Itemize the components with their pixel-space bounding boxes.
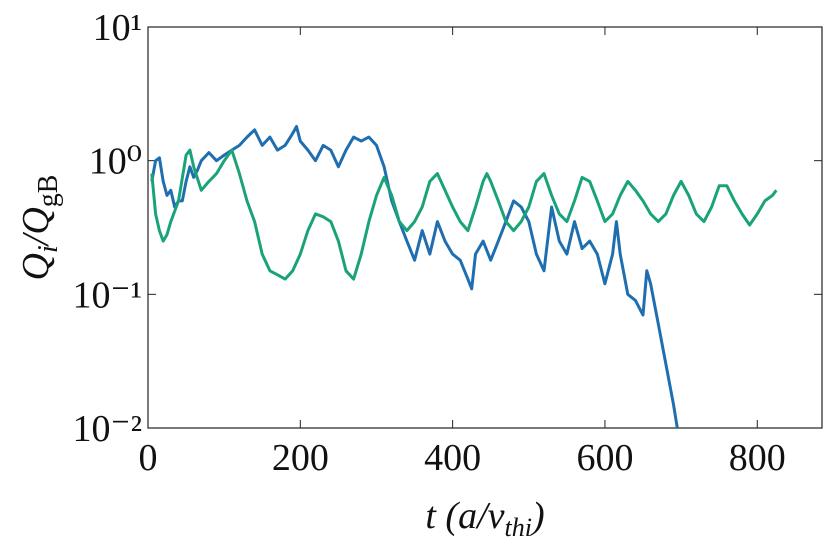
y-label-sub: i bbox=[33, 245, 64, 253]
y-tick-label: 10⁻¹ bbox=[73, 274, 142, 316]
x-label-sub: thi bbox=[505, 513, 532, 540]
y-tick-label: 10⁰ bbox=[89, 141, 142, 183]
x-label-part: t (a/v bbox=[425, 495, 504, 537]
x-label-part: ) bbox=[530, 495, 545, 537]
x-tick-label: 0 bbox=[139, 437, 158, 479]
y-label-part: Q bbox=[15, 253, 57, 280]
plot-frame bbox=[147, 26, 823, 429]
y-label-sub: gB bbox=[33, 175, 64, 208]
y-tick-label: 10⁻² bbox=[73, 408, 142, 450]
x-axis-label: t (a/vthi) bbox=[425, 495, 544, 540]
series-line bbox=[150, 148, 778, 281]
y-axis-label: Qi/QgB bbox=[15, 175, 64, 281]
x-tick-label: 400 bbox=[424, 437, 481, 479]
x-tick-label: 200 bbox=[272, 437, 329, 479]
y-label-part: /Q bbox=[15, 207, 57, 247]
series-line bbox=[150, 125, 679, 428]
x-tick-label: 600 bbox=[576, 437, 633, 479]
y-tick-label: 10¹ bbox=[93, 7, 142, 49]
x-tick-label: 800 bbox=[729, 437, 786, 479]
